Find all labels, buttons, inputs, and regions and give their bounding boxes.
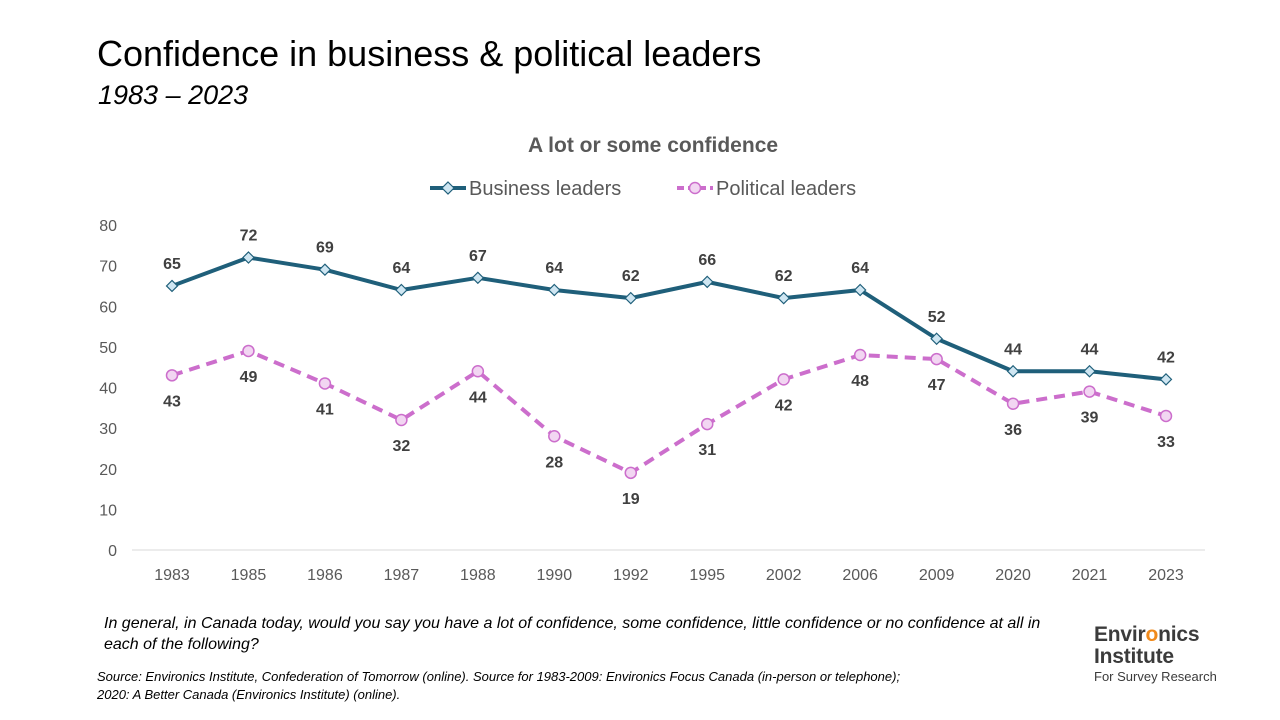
x-tick-label: 1995 — [689, 567, 725, 584]
data-label-political: 31 — [698, 442, 716, 459]
logo-line-1-post: nics — [1158, 623, 1200, 646]
data-label-business: 72 — [240, 228, 258, 245]
data-label-business: 65 — [163, 256, 181, 273]
data-point-political — [165, 369, 179, 382]
x-tick-label: 1987 — [384, 567, 420, 584]
data-point-political — [548, 430, 561, 443]
data-label-political: 48 — [851, 373, 869, 390]
x-tick-label: 1985 — [231, 567, 267, 584]
logo-line-1: Environics — [1094, 624, 1264, 646]
data-label-business: 62 — [622, 268, 640, 285]
logo-line-2: Institute — [1094, 645, 1174, 668]
data-label-political: 43 — [163, 393, 181, 410]
data-point-business — [930, 332, 943, 346]
page-subtitle: 1983 – 2023 — [98, 80, 249, 110]
data-point-political — [1083, 385, 1096, 398]
data-label-business: 42 — [1157, 349, 1175, 366]
data-point-political — [471, 365, 485, 378]
x-tick-label: 1992 — [613, 567, 649, 584]
environics-logo: Environics Institute For Survey Research — [1094, 624, 1264, 685]
data-label-political: 47 — [928, 377, 946, 394]
data-point-business — [395, 283, 408, 297]
data-label-political: 41 — [316, 401, 334, 418]
data-point-business — [242, 251, 255, 264]
data-point-political — [624, 466, 638, 480]
data-label-business: 66 — [698, 252, 716, 269]
x-tick-label: 2023 — [1148, 567, 1184, 584]
legend-label-business: Business leaders — [469, 178, 621, 200]
x-tick-label: 1990 — [537, 567, 573, 584]
y-tick-label: 0 — [108, 543, 117, 560]
logo-line-1-accent: o — [1145, 623, 1159, 646]
data-label-political: 32 — [392, 438, 410, 455]
legend-label-political: Political leaders — [716, 178, 856, 200]
data-label-political: 49 — [240, 369, 258, 386]
data-point-political — [930, 352, 943, 366]
data-label-business: 69 — [316, 240, 334, 257]
data-point-political — [242, 344, 255, 358]
x-tick-label: 2021 — [1072, 567, 1108, 584]
y-tick-label: 50 — [99, 340, 117, 357]
data-point-business — [1083, 364, 1096, 378]
data-point-political — [700, 417, 714, 431]
data-label-business: 44 — [1004, 341, 1022, 358]
data-label-business: 44 — [1081, 341, 1099, 358]
data-point-business — [318, 263, 332, 277]
data-label-business: 64 — [851, 260, 869, 277]
source-note: Source: Environics Institute, Confederat… — [97, 668, 1087, 704]
logo-line-1-pre: Envir — [1094, 623, 1146, 646]
data-label-political: 19 — [622, 491, 640, 508]
data-point-political — [1159, 409, 1173, 423]
data-label-political: 36 — [1004, 422, 1022, 439]
data-label-political: 39 — [1081, 410, 1099, 427]
data-point-political — [318, 377, 332, 390]
legend-marker-business — [441, 181, 455, 195]
data-label-business: 64 — [545, 260, 563, 277]
data-label-business: 67 — [469, 248, 487, 265]
data-label-business: 62 — [775, 268, 793, 285]
data-label-political: 44 — [469, 389, 487, 406]
data-label-political: 42 — [775, 397, 793, 414]
source-line-1: Source: Environics Institute, Confederat… — [97, 669, 901, 684]
x-tick-label: 2006 — [842, 567, 878, 584]
data-point-business — [1159, 373, 1173, 386]
survey-question: In general, in Canada today, would you s… — [104, 615, 1041, 653]
y-tick-label: 60 — [99, 299, 117, 316]
x-tick-label: 2020 — [995, 567, 1031, 584]
data-point-business — [777, 291, 791, 305]
line-chart: A lot or some confidence Business leaders… — [99, 134, 1205, 584]
data-label-business: 52 — [928, 309, 946, 326]
y-tick-label: 70 — [99, 259, 117, 276]
x-tick-label: 2009 — [919, 567, 955, 584]
chart-title: A lot or some confidence — [528, 134, 778, 157]
data-point-business — [624, 291, 638, 305]
data-point-political — [777, 373, 790, 386]
x-tick-label: 2002 — [766, 567, 802, 584]
y-tick-label: 40 — [99, 381, 117, 398]
legend-marker-political — [688, 181, 702, 195]
x-tick-label: 1983 — [154, 567, 190, 584]
data-label-political: 28 — [545, 454, 563, 471]
data-point-political — [395, 413, 408, 427]
data-point-business — [547, 283, 561, 297]
y-tick-label: 10 — [99, 502, 117, 519]
x-tick-label: 1986 — [307, 567, 343, 584]
data-point-business — [853, 283, 867, 297]
logo-line-3: For Survey Research — [1094, 669, 1217, 684]
data-point-political — [853, 348, 867, 362]
y-tick-label: 30 — [99, 421, 117, 438]
source-line-2: 2020: A Better Canada (Environics Instit… — [97, 687, 401, 702]
y-tick-label: 20 — [99, 462, 117, 479]
x-tick-label: 1988 — [460, 567, 496, 584]
data-point-business — [1006, 364, 1020, 378]
page-title: Confidence in business & political leade… — [97, 33, 762, 74]
data-point-business — [471, 271, 485, 285]
data-label-political: 33 — [1157, 434, 1175, 451]
data-label-business: 64 — [392, 260, 410, 277]
series-line-business — [171, 255, 1167, 382]
data-point-business — [165, 279, 179, 293]
data-point-political — [1006, 397, 1020, 410]
y-tick-label: 80 — [99, 218, 117, 235]
data-point-business — [700, 275, 714, 289]
